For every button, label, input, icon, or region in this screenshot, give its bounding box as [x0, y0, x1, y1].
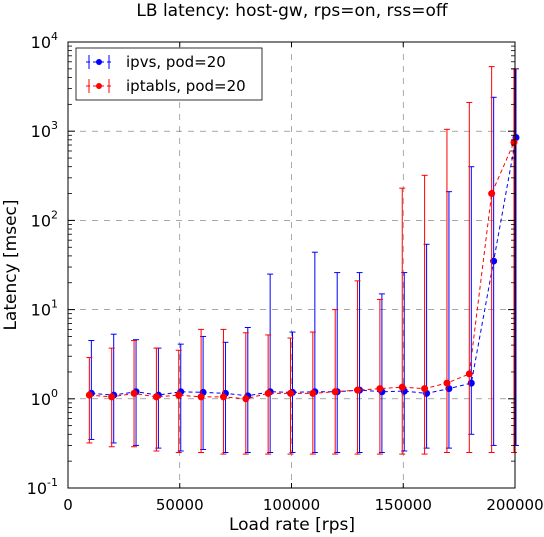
x-tick-label: 150000 [375, 496, 432, 514]
data-point [175, 391, 183, 399]
data-point [219, 393, 227, 401]
legend-marker [96, 59, 102, 65]
y-tick-base: 10 [31, 301, 51, 320]
legend-label: ipvs, pod=20 [126, 53, 226, 71]
data-point [197, 393, 205, 401]
x-tick-label: 50000 [156, 496, 204, 514]
y-tick-exponent: 1 [51, 298, 58, 311]
axes: 0 50000 100000 150000 20000010-1100101102103… [27, 30, 544, 514]
legend: ipvs, pod=20 iptabls, pod=20 [75, 47, 263, 101]
y-tick-label: 104 [31, 30, 58, 52]
y-tick-exponent: 0 [51, 387, 58, 400]
series-layer [85, 66, 520, 455]
data-point [309, 389, 317, 397]
data-point [130, 389, 138, 397]
legend-box [75, 47, 263, 101]
x-tick-label: 0 [63, 496, 73, 514]
series-1 [85, 66, 518, 455]
data-point [376, 385, 384, 393]
data-point [152, 393, 160, 401]
chart-title: LB latency: host-gw, rps=on, rss=off [136, 1, 448, 21]
x-axis-label: Load rate [rps] [229, 515, 355, 535]
data-point [398, 383, 406, 391]
y-tick-label: 100 [31, 387, 58, 409]
y-axis-label: Latency [msec] [1, 199, 21, 330]
data-point [465, 370, 473, 378]
y-tick-exponent: 2 [51, 208, 58, 221]
y-tick-label: 103 [31, 119, 58, 141]
data-point [242, 395, 250, 403]
y-tick-label: 101 [31, 298, 58, 320]
x-tick-label: 200000 [486, 496, 543, 514]
series-line [89, 142, 515, 400]
data-point [264, 389, 272, 397]
legend-label: iptabls, pod=20 [126, 77, 246, 95]
x-tick-label: 100000 [263, 496, 320, 514]
data-point [331, 388, 339, 396]
y-tick-label: 102 [31, 208, 58, 230]
series-line [91, 137, 517, 397]
data-point [443, 379, 451, 387]
grid [68, 42, 515, 488]
y-tick-label: 10-1 [27, 476, 58, 498]
data-point [510, 138, 518, 146]
data-point [85, 391, 93, 399]
y-tick-base: 10 [31, 122, 51, 141]
y-tick-exponent: 4 [51, 30, 58, 43]
plot-frame [67, 41, 516, 489]
y-tick-base: 10 [27, 479, 47, 498]
series-0 [87, 68, 520, 454]
legend-marker [96, 83, 102, 89]
y-tick-exponent: -1 [47, 476, 58, 489]
data-point [354, 386, 362, 394]
data-point [287, 389, 294, 397]
data-point [421, 385, 429, 393]
y-tick-base: 10 [31, 390, 51, 409]
data-point [108, 393, 116, 401]
y-tick-exponent: 3 [51, 119, 58, 132]
y-tick-base: 10 [31, 33, 51, 52]
y-tick-base: 10 [31, 211, 51, 230]
data-point [488, 190, 496, 198]
